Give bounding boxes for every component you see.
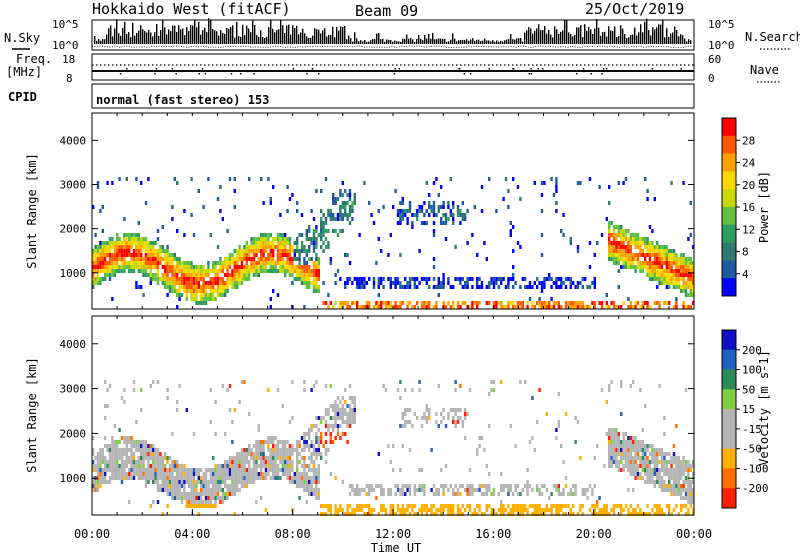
- colorbar-tick-label: 8: [742, 246, 749, 259]
- velocity-panel: 1000 2000 3000 4000 00:00 04:00 08:00 12:00 16:…: [25, 113, 712, 554]
- colorbar-swatch: [722, 278, 736, 297]
- x-tick-label: 08:00: [275, 527, 311, 541]
- velocity-y-axis: 1000 2000 3000 4000: [60, 338, 694, 485]
- freq-tick-top-right: 60: [708, 53, 721, 66]
- colorbar-swatch: [722, 448, 736, 469]
- frequency-strip: 18 8 60 0 Freq. [MHz] Nave: [6, 52, 780, 85]
- noise-tick-bottom-left: 10^0: [52, 39, 79, 52]
- colorbar-swatch: [722, 189, 736, 208]
- y-tick-label: 2000: [60, 427, 87, 440]
- y-tick-label: 4000: [60, 338, 87, 351]
- colorbar-swatch: [722, 330, 736, 351]
- x-tick-label: 20:00: [576, 527, 612, 541]
- freq-unit-label: [MHz]: [6, 65, 42, 79]
- power-colorbar: 28 24 20 16 12 8 4 Power [dB]: [721, 117, 771, 297]
- power-ylabel: Slant Range [km]: [25, 153, 39, 269]
- colorbar-swatch: [722, 224, 736, 244]
- velocity-heatmap: [92, 380, 695, 516]
- radar-title: Hokkaido West (fitACF): [92, 0, 291, 18]
- colorbar-swatch: [722, 369, 736, 390]
- nave-label: Nave: [750, 63, 779, 77]
- y-tick-label: 1000: [60, 472, 87, 485]
- colorbar-swatch: [722, 428, 736, 450]
- colorbar-swatch: [722, 409, 736, 430]
- colorbar-swatch: [722, 389, 736, 410]
- x-tick-label: 16:00: [475, 527, 511, 541]
- power-colorbar-label: Power [dB]: [757, 171, 771, 243]
- beam-label: Beam 09: [355, 2, 418, 20]
- colorbar-tick-label: 50: [742, 383, 755, 396]
- freq-tick-bottom-right: 0: [708, 72, 715, 85]
- colorbar-swatch: [722, 242, 736, 261]
- noise-tick-top-left: 10^5: [52, 18, 79, 31]
- colorbar-tick-label: 200: [742, 344, 762, 357]
- colorbar-tick-label: 12: [742, 223, 755, 236]
- colorbar-swatch: [722, 260, 736, 279]
- colorbar-tick-label: 100: [742, 364, 762, 377]
- colorbar-swatch: [722, 349, 736, 371]
- freq-tick-bottom-left: 8: [66, 72, 73, 85]
- nsky-label: N.Sky: [4, 31, 40, 45]
- y-tick-label: 3000: [60, 179, 87, 192]
- power-panel: 1000 2000 3000 4000 Slant Range [km]: [25, 112, 695, 310]
- colorbar-tick-label: 20: [742, 179, 755, 192]
- time-axis: 00:00 04:00 08:00 12:00 16:00 20:00 00:00: [74, 113, 712, 541]
- colorbar-swatch: [722, 207, 736, 226]
- noise-sky-bars: [94, 18, 692, 44]
- velocity-colorbar-label: Velocity [m s-1]: [757, 350, 771, 466]
- cpid-label: CPID: [8, 90, 37, 104]
- colorbar-swatch: [722, 171, 736, 190]
- colorbar-tick-label: 28: [742, 134, 755, 147]
- colorbar-tick-label: 4: [742, 268, 749, 281]
- y-tick-label: 4000: [60, 134, 87, 147]
- colorbar-swatch: [722, 118, 736, 137]
- x-tick-label: 04:00: [174, 527, 210, 541]
- colorbar-swatch: [722, 488, 736, 509]
- colorbar-tick-label: -100: [742, 462, 769, 475]
- colorbar-tick-label: 24: [742, 157, 756, 170]
- colorbar-swatch: [722, 153, 736, 172]
- power-heatmap: [92, 177, 695, 309]
- velocity-colorbar: 200 100 50 15 -15 -50 -100 -200 Velocity [m s-1…: [721, 329, 771, 509]
- colorbar-tick-label: -15: [742, 423, 762, 436]
- freq-tick-top-left: 18: [62, 53, 75, 66]
- y-tick-label: 2000: [60, 223, 87, 236]
- date-label: 25/Oct/2019: [585, 0, 684, 18]
- noise-search-line: [91, 45, 693, 48]
- velocity-ylabel: Slant Range [km]: [25, 357, 39, 473]
- nsearch-label: N.Search: [745, 30, 800, 44]
- x-tick-label: 00:00: [74, 527, 110, 541]
- colorbar-tick-label: -50: [742, 443, 762, 456]
- frequency-dots: [119, 68, 682, 75]
- noise-strip: 10^5 10^0 10^5 10^0 N.Sky N.Search: [4, 18, 800, 52]
- colorbar-swatch: [722, 468, 736, 489]
- cpid-strip: CPID normal (fast stereo) 153: [8, 83, 695, 109]
- x-tick-label: 12:00: [375, 527, 411, 541]
- noise-tick-bottom-right: 10^0: [708, 39, 735, 52]
- noise-tick-top-right: 10^5: [708, 18, 735, 31]
- y-tick-label: 3000: [60, 383, 87, 396]
- time-axis-label: Time UT: [371, 541, 422, 554]
- y-tick-label: 1000: [60, 267, 87, 280]
- mode-label: normal (fast stereo) 153: [96, 93, 269, 107]
- freq-label: Freq.: [16, 52, 52, 66]
- colorbar-tick-label: 16: [742, 201, 755, 214]
- colorbar-swatch: [722, 135, 736, 155]
- power-y-axis: 1000 2000 3000 4000: [60, 134, 694, 280]
- colorbar-tick-label: -200: [742, 482, 769, 495]
- x-tick-label: 00:00: [676, 527, 712, 541]
- colorbar-tick-label: 15: [742, 403, 755, 416]
